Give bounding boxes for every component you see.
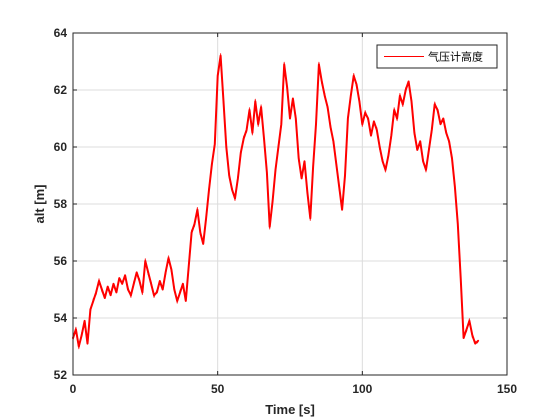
x-tick-label: 0 <box>70 382 77 396</box>
y-tick-label: 52 <box>54 368 68 382</box>
legend-box <box>376 44 498 69</box>
tick-labels: 0 50 100 150 52 54 56 58 60 62 64 <box>54 26 518 396</box>
y-tick-label: 58 <box>54 197 68 211</box>
y-tick-label: 62 <box>54 83 68 97</box>
y-tick-label: 56 <box>54 254 68 268</box>
legend-entry-label: 气压计高度 <box>428 50 483 64</box>
y-axis-label: alt [m] <box>32 185 47 224</box>
y-tick-label: 64 <box>54 26 68 40</box>
y-tick-label: 60 <box>54 140 68 154</box>
x-axis-label: Time [s] <box>265 402 315 417</box>
x-tick-label: 50 <box>211 382 225 396</box>
x-tick-label: 100 <box>352 382 372 396</box>
series-layer <box>72 53 480 350</box>
x-tick-label: 150 <box>497 382 517 396</box>
ticks <box>72 32 508 376</box>
y-tick-label: 54 <box>54 311 68 325</box>
series-noise-0 <box>72 53 479 350</box>
legend: 气压计高度 <box>376 44 498 69</box>
